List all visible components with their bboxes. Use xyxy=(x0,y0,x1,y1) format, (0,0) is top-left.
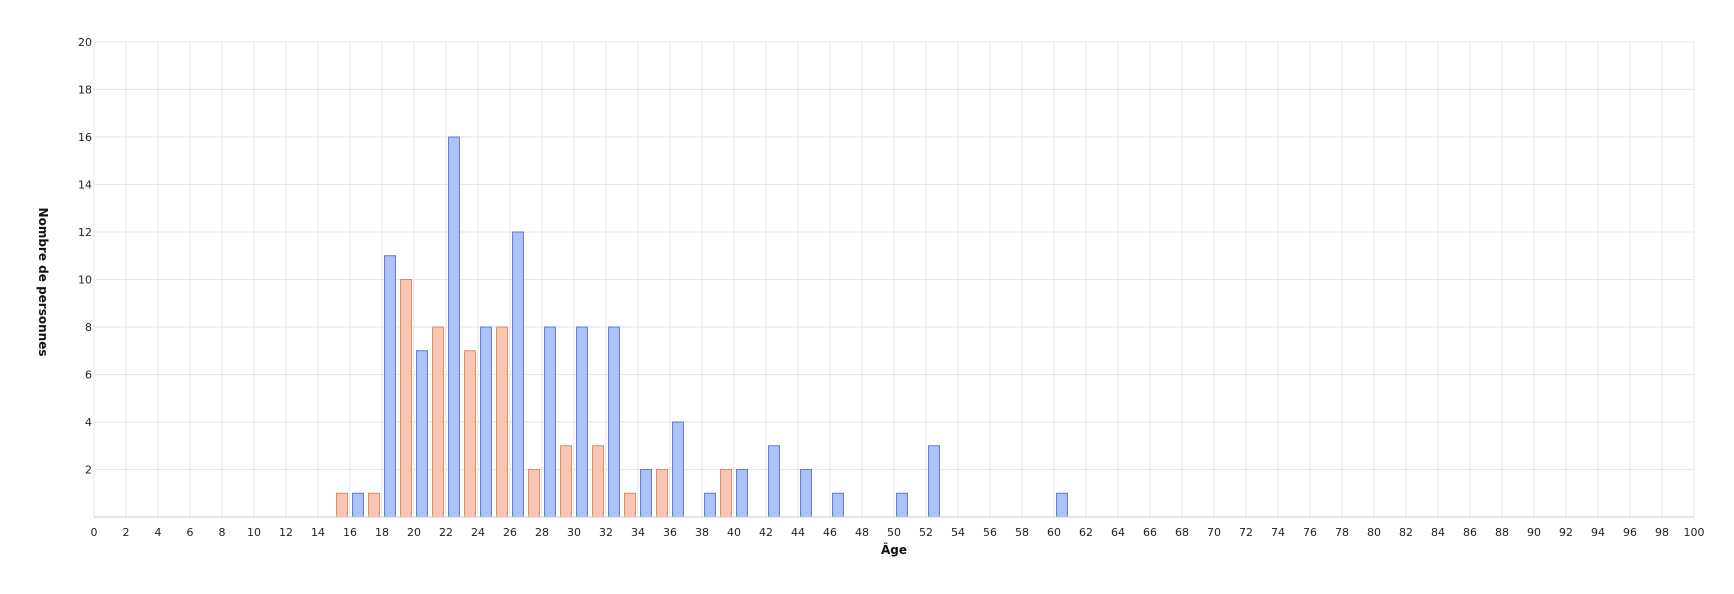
x-tick-label: 84 xyxy=(1431,526,1445,539)
y-tick-label: 12 xyxy=(78,226,92,239)
x-tick-label: 64 xyxy=(1111,526,1125,539)
x-tick-label: 72 xyxy=(1239,526,1253,539)
bar-blue xyxy=(704,492,716,518)
x-tick-label: 40 xyxy=(727,526,741,539)
x-axis-title: Âge xyxy=(881,542,907,557)
x-tick-label: 26 xyxy=(503,526,517,539)
bars xyxy=(336,136,1068,518)
bar-blue xyxy=(928,445,940,518)
x-tick-label: 8 xyxy=(219,526,226,539)
grid-lines xyxy=(93,41,1695,517)
x-tick-label: 94 xyxy=(1591,526,1605,539)
x-tick-label: 60 xyxy=(1047,526,1061,539)
bar-blue xyxy=(416,350,428,518)
y-tick-labels: 2 4 6 8 10 12 14 16 18 20 xyxy=(78,36,92,477)
bar-orange xyxy=(464,350,476,518)
x-tick-label: 100 xyxy=(1684,526,1705,539)
x-tick-label: 32 xyxy=(599,526,613,539)
bar-orange xyxy=(592,445,604,518)
bar-orange xyxy=(528,469,540,518)
x-tick-label: 30 xyxy=(567,526,581,539)
x-tick-label: 66 xyxy=(1143,526,1157,539)
y-tick-label: 18 xyxy=(78,84,92,97)
x-tick-label: 16 xyxy=(343,526,357,539)
bar-blue xyxy=(640,469,652,518)
y-tick-label: 2 xyxy=(85,464,92,477)
x-tick-label: 12 xyxy=(279,526,293,539)
x-tick-label: 44 xyxy=(791,526,805,539)
bar-blue xyxy=(800,469,812,518)
y-tick-label: 4 xyxy=(85,416,92,429)
x-tick-label: 76 xyxy=(1303,526,1317,539)
bar-orange xyxy=(656,469,668,518)
y-tick-label: 20 xyxy=(78,36,92,49)
x-tick-label: 56 xyxy=(983,526,997,539)
bar-blue xyxy=(832,492,844,518)
bar-blue xyxy=(1056,492,1068,518)
bar-orange xyxy=(720,469,732,518)
y-tick-label: 10 xyxy=(78,274,92,287)
bar-blue xyxy=(576,326,588,518)
x-tick-label: 2 xyxy=(123,526,130,539)
x-tick-label: 62 xyxy=(1079,526,1093,539)
y-axis-title: Nombre de personnes xyxy=(36,208,50,357)
bar-blue xyxy=(768,445,780,518)
bar-orange xyxy=(624,492,636,518)
x-tick-label: 98 xyxy=(1655,526,1669,539)
bar-blue xyxy=(384,255,396,518)
y-tick-label: 14 xyxy=(78,179,92,192)
x-tick-label: 88 xyxy=(1495,526,1509,539)
bar-orange xyxy=(560,445,572,518)
bar-blue xyxy=(608,326,620,518)
x-tick-label: 46 xyxy=(823,526,837,539)
bar-orange xyxy=(336,492,348,518)
bar-orange xyxy=(496,326,508,518)
bar-orange xyxy=(400,279,412,518)
bar-blue xyxy=(480,326,492,518)
x-tick-label: 96 xyxy=(1623,526,1637,539)
x-tick-label: 6 xyxy=(187,526,194,539)
x-tick-label: 50 xyxy=(887,526,901,539)
y-tick-label: 8 xyxy=(85,321,92,334)
x-tick-label: 58 xyxy=(1015,526,1029,539)
x-tick-label: 34 xyxy=(631,526,645,539)
x-tick-label: 86 xyxy=(1463,526,1477,539)
x-tick-label: 38 xyxy=(695,526,709,539)
x-tick-label: 24 xyxy=(471,526,485,539)
bar-blue xyxy=(896,492,908,518)
bar-blue xyxy=(448,136,460,518)
x-tick-label: 20 xyxy=(407,526,421,539)
x-tick-label: 92 xyxy=(1559,526,1573,539)
x-tick-label: 28 xyxy=(535,526,549,539)
x-tick-labels: 0 2 4 6 8 10 12 14 16 18 20 22 24 26 28 30 32 34 36 38 40 42 4… xyxy=(91,526,1705,539)
y-tick-label: 16 xyxy=(78,131,92,144)
x-tick-label: 0 xyxy=(91,526,98,539)
x-tick-label: 78 xyxy=(1335,526,1349,539)
x-tick-label: 68 xyxy=(1175,526,1189,539)
x-tick-label: 22 xyxy=(439,526,453,539)
x-tick-label: 10 xyxy=(247,526,261,539)
x-tick-label: 54 xyxy=(951,526,965,539)
bar-orange xyxy=(432,326,444,518)
x-tick-label: 4 xyxy=(155,526,162,539)
x-tick-label: 36 xyxy=(663,526,677,539)
x-tick-label: 14 xyxy=(311,526,325,539)
bar-blue xyxy=(672,421,684,518)
bar-blue xyxy=(544,326,556,518)
x-tick-label: 74 xyxy=(1271,526,1285,539)
bar-blue xyxy=(736,469,748,518)
y-tick-label: 6 xyxy=(85,369,92,382)
x-tick-label: 82 xyxy=(1399,526,1413,539)
bar-blue xyxy=(512,231,524,518)
x-tick-label: 18 xyxy=(375,526,389,539)
x-tick-label: 42 xyxy=(759,526,773,539)
x-tick-label: 80 xyxy=(1367,526,1381,539)
x-tick-label: 52 xyxy=(919,526,933,539)
x-tick-label: 70 xyxy=(1207,526,1221,539)
bar-blue xyxy=(352,492,364,518)
x-tick-label: 90 xyxy=(1527,526,1541,539)
x-tick-label: 48 xyxy=(855,526,869,539)
bar-orange xyxy=(368,492,380,518)
